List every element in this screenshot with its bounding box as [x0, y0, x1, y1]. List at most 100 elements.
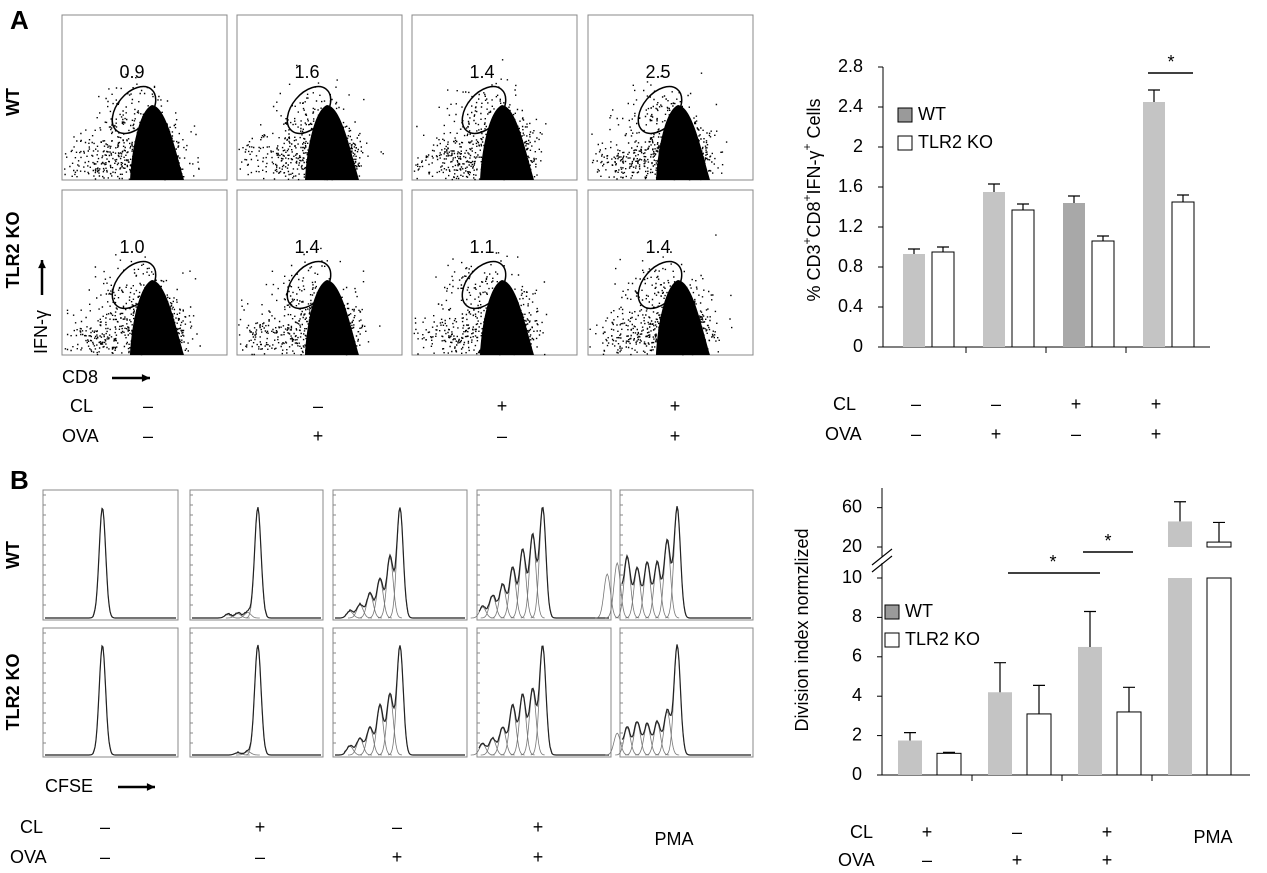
condition-value: + — [1151, 424, 1162, 444]
error-bar — [908, 248, 920, 254]
generation-peak — [595, 573, 620, 619]
significance-mark: * — [1104, 531, 1111, 551]
gate — [461, 260, 507, 310]
panel-label: B — [10, 465, 29, 495]
generation-peak — [470, 743, 495, 756]
gate — [111, 260, 157, 310]
generation-peak — [645, 561, 670, 619]
condition-label: OVA — [838, 850, 875, 870]
row-label: TLR2 KO — [3, 653, 23, 730]
gate — [637, 85, 683, 135]
condition-value: – — [922, 850, 932, 870]
generation-peak — [605, 732, 630, 756]
y-tick-label: 2.8 — [838, 56, 863, 76]
bar — [1171, 201, 1195, 348]
error-bar — [1177, 194, 1189, 202]
error-bar — [1084, 610, 1096, 647]
condition-value: – — [313, 396, 323, 416]
error-bar — [988, 183, 1000, 192]
error-bar — [1148, 89, 1160, 102]
gate-percent: 1.4 — [645, 237, 670, 257]
significance-mark: * — [1167, 52, 1174, 72]
bar — [983, 192, 1005, 347]
condition-label: OVA — [10, 847, 47, 867]
generation-peak — [645, 721, 670, 756]
gate-percent: 1.4 — [469, 62, 494, 82]
y-tick-label: 2 — [852, 724, 862, 744]
error-bar — [943, 751, 955, 754]
condition-value: + — [1071, 394, 1082, 414]
error-bar — [904, 732, 916, 741]
label-part: Cells — [804, 98, 824, 143]
gate-percent: 1.4 — [294, 237, 319, 257]
label-part: + — [800, 238, 814, 245]
condition-value: – — [100, 847, 110, 867]
bar — [1091, 240, 1115, 348]
condition-value: – — [100, 817, 110, 837]
generation-peak — [605, 561, 630, 619]
error-bar — [994, 662, 1006, 693]
plot-frame — [189, 489, 324, 621]
generation-peak — [377, 556, 403, 619]
generation-peak — [377, 693, 403, 756]
condition-value: – — [255, 847, 265, 867]
error-bar — [1097, 235, 1109, 241]
generation-peak — [367, 704, 393, 756]
legend-swatch — [897, 107, 913, 123]
gate — [111, 85, 157, 135]
condition-value: + — [670, 396, 681, 416]
histogram — [42, 627, 179, 758]
error-bar — [1123, 686, 1135, 712]
y-tick-label: 0 — [853, 336, 863, 356]
condition-value: PMA — [654, 829, 693, 849]
condition-value: + — [533, 817, 544, 837]
condition-value: – — [143, 396, 153, 416]
error-bar — [1017, 203, 1029, 210]
gate-percent: 1.6 — [294, 62, 319, 82]
label-part: CD8 — [804, 202, 824, 238]
histogram-envelope — [621, 644, 751, 756]
histogram-envelope — [478, 645, 609, 756]
plot-frame — [332, 627, 468, 758]
arrow-head — [38, 260, 46, 269]
generation-peak — [225, 613, 250, 619]
error-bar — [1033, 684, 1045, 714]
condition-value: + — [255, 817, 266, 837]
histogram — [595, 489, 754, 621]
histogram-envelope — [192, 507, 321, 619]
generation-peak — [635, 723, 660, 756]
bar — [1011, 209, 1035, 348]
generation-peak — [367, 578, 393, 619]
y-tick-label: 2 — [853, 136, 863, 156]
condition-label: CL — [70, 396, 93, 416]
axis-break — [871, 548, 893, 573]
y-tick-label: 1.6 — [838, 176, 863, 196]
legend-label: TLR2 KO — [918, 132, 993, 152]
condition-value: – — [497, 426, 507, 446]
condition-value: – — [1012, 822, 1022, 842]
plot-frame — [619, 627, 754, 758]
condition-value: – — [911, 394, 921, 414]
gate-percent: 2.5 — [645, 62, 670, 82]
bar-lower — [1168, 578, 1192, 775]
y-tick-label: 1.2 — [838, 216, 863, 236]
histogram — [470, 489, 612, 621]
x-axis-label: CD8 — [62, 367, 98, 387]
y-tick-label: 0.4 — [838, 296, 863, 316]
legend-swatch — [884, 604, 900, 620]
condition-value: + — [991, 424, 1002, 444]
histogram-envelope — [335, 507, 465, 619]
generation-peak — [470, 606, 495, 619]
dot-plot: 1.1 — [411, 189, 578, 356]
gate-percent: 1.0 — [119, 237, 144, 257]
bar — [1026, 713, 1052, 776]
row-label: WT — [3, 88, 23, 116]
gate-percent: 0.9 — [119, 62, 144, 82]
generation-peak — [655, 710, 680, 756]
dot-plot: 2.5 — [587, 14, 754, 181]
legend-swatch — [884, 632, 900, 648]
row-label: TLR2 KO — [3, 211, 23, 288]
label-part: + — [800, 194, 814, 201]
gate — [286, 85, 332, 135]
error-bar — [1213, 521, 1225, 543]
